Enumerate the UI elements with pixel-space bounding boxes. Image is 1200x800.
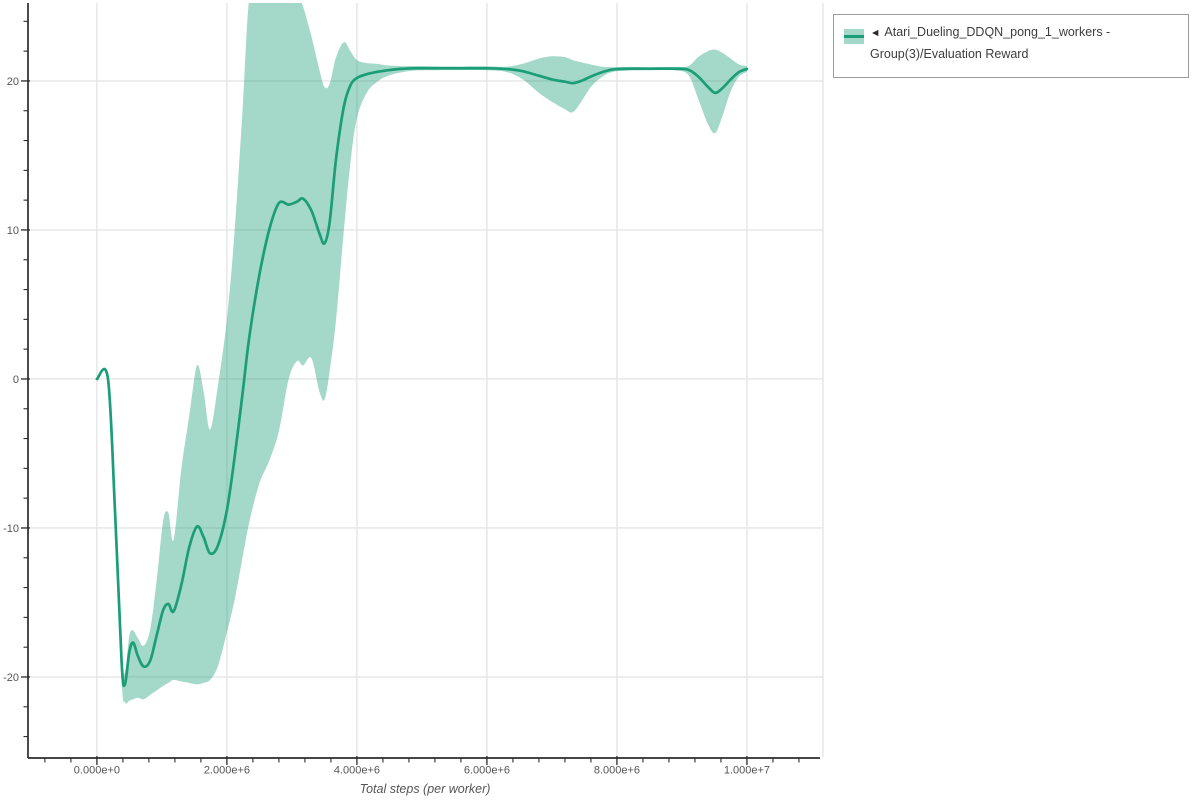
x-tick-label: 4.000e+6 — [334, 765, 380, 777]
x-tick-label: 0.000e+0 — [74, 765, 120, 777]
legend: ◄ Atari_Dueling_DDQN_pong_1_workers - Gro… — [833, 14, 1189, 78]
legend-entry[interactable]: ◄ Atari_Dueling_DDQN_pong_1_workers - Gro… — [870, 22, 1182, 65]
y-tick-label: 10 — [7, 225, 19, 237]
plot-area — [95, 3, 749, 704]
x-tick-label: 1.000e+7 — [724, 765, 770, 777]
legend-line-swatch-icon — [844, 35, 864, 38]
y-tick-label: 20 — [7, 76, 19, 88]
axes: 0.000e+0 2.000e+6 4.000e+6 6.000e+6 8.000e+6… — [3, 3, 820, 777]
x-tick-label: 8.000e+6 — [594, 765, 640, 777]
legend-entry-label: Atari_Dueling_DDQN_pong_1_workers - Grou… — [870, 25, 1111, 61]
y-tick-label: -10 — [3, 523, 19, 535]
x-tick-label: 2.000e+6 — [204, 765, 250, 777]
gridlines — [28, 3, 824, 757]
legend-band-swatch-icon — [844, 29, 864, 44]
legend-collapse-icon[interactable]: ◄ — [870, 27, 881, 39]
y-tick-label: -20 — [3, 672, 19, 684]
x-tick-label: 6.000e+6 — [464, 765, 510, 777]
confidence-band — [96, 3, 747, 704]
x-axis-title: Total steps (per worker) — [359, 782, 491, 796]
series-line — [95, 66, 749, 688]
y-tick-label: 0 — [13, 374, 19, 386]
